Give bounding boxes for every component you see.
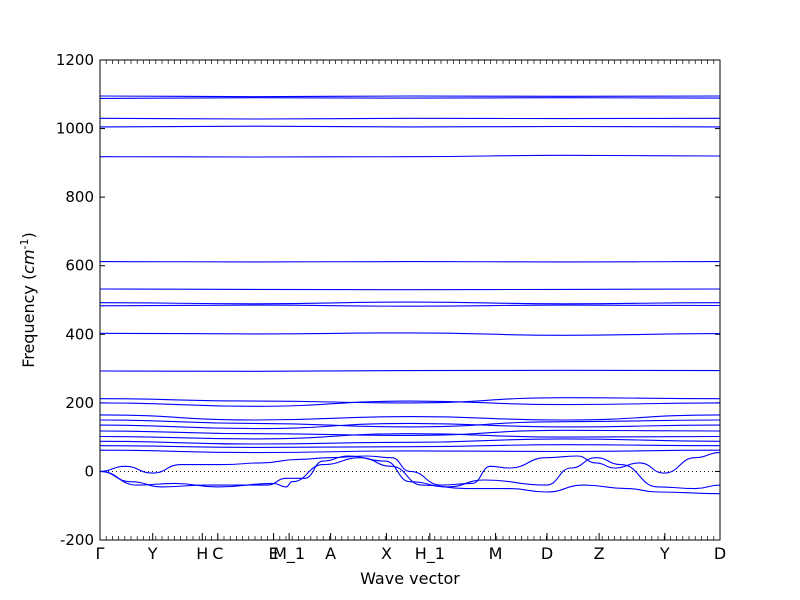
y-tick-label: -200 [60, 531, 94, 549]
y-tick-label: 1200 [56, 51, 94, 69]
x-tick-label: A [325, 544, 336, 563]
phonon-band-line [99, 288, 721, 291]
x-tick-label: E [269, 544, 279, 563]
phonon-band-line [99, 419, 721, 428]
phonon-band-line [99, 154, 721, 158]
phonon-band-line [99, 369, 721, 372]
phonon-band-line [99, 301, 721, 305]
phonon-band-line [99, 400, 721, 407]
y-tick-label: 1000 [56, 120, 94, 138]
x-tick-label: H_1 [415, 544, 445, 564]
x-tick-label: M_1 [273, 544, 305, 564]
phonon-band-line [99, 422, 721, 430]
y-tick-labels: -200 0 200 400 600 800 1000 1200 [56, 51, 94, 549]
x-tick-label: H [196, 544, 208, 563]
y-tick-label: 200 [65, 394, 94, 412]
phonon-band-line [99, 438, 721, 445]
x-tick-label: X [381, 544, 392, 563]
y-tick-label: 600 [65, 257, 94, 275]
phonon-band-line [99, 304, 721, 307]
axis-ticks [99, 59, 721, 541]
x-tick-label: M [489, 544, 503, 563]
plot-frame [99, 59, 721, 541]
x-tick-label: D [541, 544, 553, 563]
y-axis-label: Frequency (cm-1) [18, 232, 39, 368]
phonon-band-line [99, 117, 721, 120]
phonon-band-line [99, 95, 721, 98]
phonon-band-line [99, 433, 721, 440]
phonon-band-line [99, 444, 721, 448]
x-tick-label: Y [659, 544, 670, 563]
y-tick-label: 400 [65, 325, 94, 343]
phonon-band-line [99, 449, 721, 454]
x-axis-label: Wave vector [360, 569, 460, 588]
x-tick-label: Z [594, 544, 605, 563]
x-tick-label: D [714, 544, 726, 563]
band-lines [99, 95, 721, 495]
x-tick-labels: Γ Y H C EM_1 A X H_1 M D Z Y D [96, 544, 727, 564]
phonon-band-line [99, 455, 721, 490]
x-tick-label: Y [147, 544, 158, 563]
phonon-band-line [99, 452, 721, 486]
phonon-band-line [99, 97, 721, 99]
phonon-band-line [99, 414, 721, 421]
phonon-band-line [99, 332, 721, 336]
phonon-band-line [99, 125, 721, 128]
y-tick-label: 0 [84, 462, 94, 480]
y-tick-label: 800 [65, 188, 94, 206]
x-tick-label: Γ [96, 544, 105, 563]
phonon-band-line [99, 397, 721, 404]
x-tick-label: C [212, 544, 223, 563]
phonon-band-line [99, 429, 721, 436]
phonon-band-line [99, 457, 721, 495]
